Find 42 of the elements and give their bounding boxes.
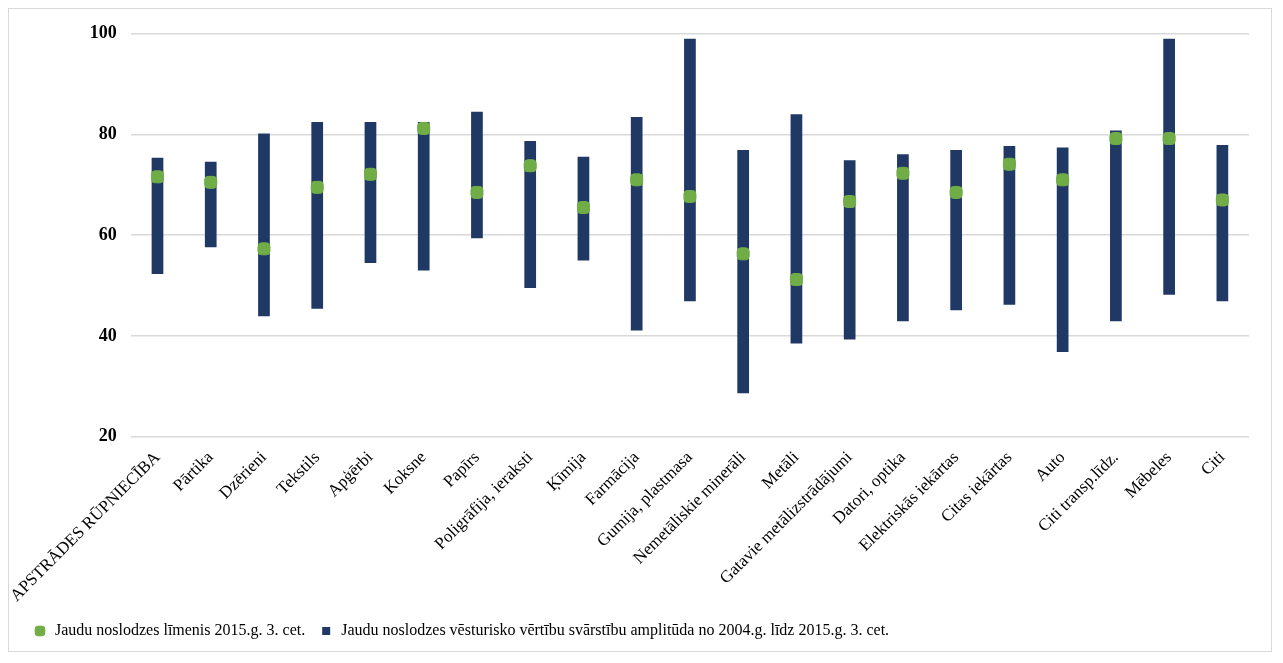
point bbox=[150, 170, 164, 184]
bar bbox=[684, 38, 696, 302]
bar bbox=[1110, 130, 1122, 322]
point bbox=[204, 175, 218, 189]
y-tick-label: 80 bbox=[98, 123, 117, 144]
point bbox=[630, 173, 644, 187]
x-tick-label: Citi bbox=[1196, 447, 1229, 479]
point bbox=[949, 185, 963, 199]
point bbox=[789, 273, 803, 287]
bar bbox=[1163, 38, 1175, 295]
bar bbox=[950, 150, 963, 311]
point bbox=[736, 247, 750, 261]
point bbox=[1162, 132, 1176, 146]
point bbox=[1215, 193, 1229, 207]
bar bbox=[737, 150, 750, 394]
point bbox=[576, 201, 590, 215]
bar bbox=[1056, 147, 1069, 353]
bar bbox=[843, 160, 856, 340]
legend-label: Jaudu noslodzes līmenis 2015.g. 3. cet. bbox=[55, 621, 306, 640]
point bbox=[523, 159, 537, 173]
bar bbox=[897, 154, 909, 322]
point bbox=[896, 166, 910, 180]
y-tick-label: 100 bbox=[89, 22, 117, 43]
point bbox=[470, 185, 484, 199]
bar bbox=[311, 121, 324, 309]
y-tick-label: 40 bbox=[98, 324, 117, 345]
point bbox=[843, 194, 857, 208]
point bbox=[363, 167, 377, 181]
legend-label: Jaudu noslodzes vēsturisko vērtību svārstību amplitūda no 2004.g. līdz 2015.g. 3. cet. bbox=[341, 621, 890, 640]
bar bbox=[258, 133, 270, 317]
point bbox=[1056, 173, 1070, 187]
point bbox=[310, 180, 324, 194]
bar bbox=[417, 121, 430, 271]
y-tick-label: 20 bbox=[98, 425, 117, 446]
y-tick-label: 60 bbox=[98, 223, 117, 244]
point bbox=[257, 242, 271, 256]
point bbox=[683, 189, 697, 203]
bar bbox=[630, 116, 643, 331]
point bbox=[1002, 157, 1016, 171]
bar bbox=[524, 141, 537, 289]
point bbox=[1109, 132, 1123, 146]
point bbox=[417, 121, 431, 135]
